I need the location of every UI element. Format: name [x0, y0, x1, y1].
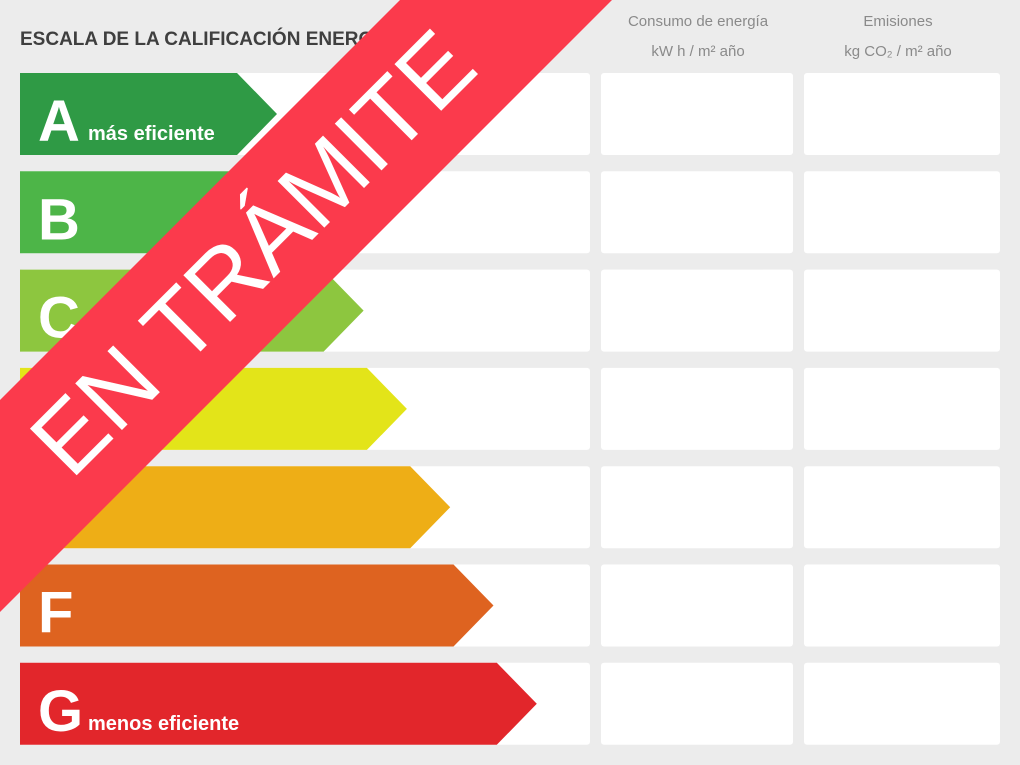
cell	[804, 367, 1000, 450]
cell	[804, 73, 1000, 155]
cell	[601, 466, 793, 549]
cell	[804, 269, 1000, 352]
cell	[601, 171, 793, 254]
column-unit: kg CO₂ / m² año	[844, 43, 952, 60]
rating-label: menos eficiente	[88, 713, 239, 735]
cell	[804, 662, 1000, 745]
rating-arrow	[20, 466, 451, 549]
rating-letter: B	[38, 187, 80, 252]
column-unit: kW h / m² año	[651, 43, 744, 60]
rating-arrow	[20, 73, 277, 155]
cell	[601, 564, 793, 647]
cell	[601, 367, 793, 450]
cell	[804, 564, 1000, 647]
column-title: Emisiones	[863, 13, 932, 30]
rating-arrow	[20, 564, 494, 647]
rating-letter: A	[38, 89, 80, 154]
cell	[601, 662, 793, 745]
cell	[601, 73, 793, 155]
cell	[601, 269, 793, 352]
rating-letter: G	[38, 679, 83, 744]
label-title: ESCALA DE LA CALIFICACIÓN ENERGÉTICA	[20, 28, 431, 50]
cell	[804, 466, 1000, 549]
rating-label: más eficiente	[88, 123, 215, 145]
column-title: Consumo de energía	[628, 13, 769, 30]
rating-arrow	[20, 662, 537, 745]
cell	[804, 171, 1000, 254]
rating-letter: F	[38, 581, 73, 646]
banner-band	[0, 0, 612, 612]
